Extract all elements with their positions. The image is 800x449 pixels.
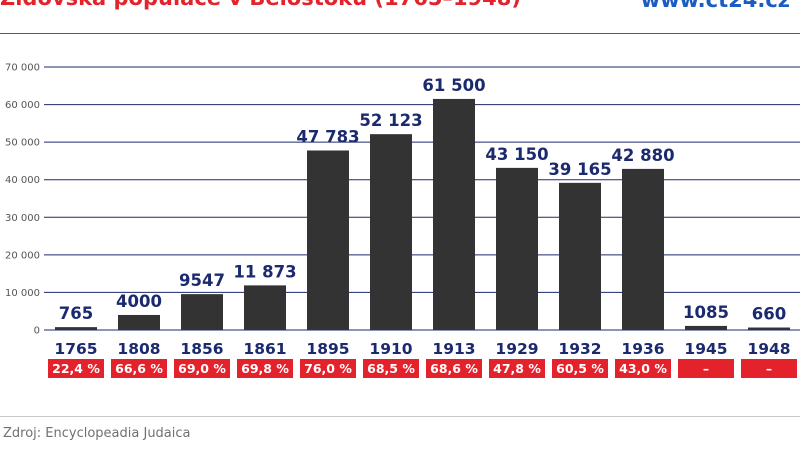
percent-badge xyxy=(678,359,734,378)
percent-badge xyxy=(363,359,419,378)
value-label: 1085 xyxy=(683,303,729,322)
percent-label: 22,4 % xyxy=(52,361,100,376)
category-label: 1945 xyxy=(684,340,727,358)
percent-label: 68,5 % xyxy=(367,361,415,376)
percent-badge xyxy=(300,359,356,378)
value-label: 47 783 xyxy=(296,127,359,146)
y-tick-label: 20 000 xyxy=(5,250,40,261)
category-label: 1936 xyxy=(621,340,664,358)
percent-badges: 22,4 % 66,6 % 69,0 % 69,8 % 76,0 % 68,5 % 68,6… xyxy=(48,359,797,378)
percent-label: 47,8 % xyxy=(493,361,541,376)
category-label: 1910 xyxy=(369,340,412,358)
category-label: 1856 xyxy=(180,340,223,358)
percent-badge xyxy=(552,359,608,378)
percent-label: 69,8 % xyxy=(241,361,289,376)
y-tick-label: 50 000 xyxy=(5,138,40,149)
chart-title: Židovská populace v Bělostoku (1765–1948… xyxy=(0,0,521,10)
bar xyxy=(496,167,538,330)
category-label: 1861 xyxy=(243,340,286,358)
bar xyxy=(622,168,664,330)
bar-chart: 0 10 000 20 000 30 000 40 000 50 000 60 000 70 … xyxy=(5,63,800,378)
percent-badge xyxy=(615,359,671,378)
category-labels: 1765 1808 1856 1861 1895 1910 1913 1929 1932 1936… xyxy=(54,340,790,358)
percent-label: – xyxy=(703,361,709,376)
category-label: 1913 xyxy=(432,340,475,358)
bar xyxy=(244,285,286,330)
category-label: 1929 xyxy=(495,340,538,358)
value-label: 660 xyxy=(752,305,786,324)
source-divider xyxy=(0,416,800,417)
category-label: 1895 xyxy=(306,340,349,358)
bar xyxy=(55,327,97,330)
value-label: 4000 xyxy=(116,292,162,311)
percent-label: 68,6 % xyxy=(430,361,478,376)
value-label: 61 500 xyxy=(422,76,485,95)
source-note: Zdroj: Encyclopeadia Judaica xyxy=(3,426,191,441)
percent-badge xyxy=(489,359,545,378)
y-tick-label: 30 000 xyxy=(5,213,40,224)
value-label: 11 873 xyxy=(233,262,296,281)
value-label: 39 165 xyxy=(548,160,611,179)
y-tick-label: 40 000 xyxy=(5,175,40,186)
y-tick-label: 70 000 xyxy=(5,63,40,74)
category-label: 1948 xyxy=(747,340,790,358)
value-label: 765 xyxy=(59,304,93,323)
y-tick-label: 0 xyxy=(34,326,40,337)
brand-link[interactable]: www.ct24.cz xyxy=(640,0,790,12)
percent-badge xyxy=(426,359,482,378)
value-label: 52 123 xyxy=(359,111,422,130)
bars xyxy=(55,98,790,330)
y-tick-label: 10 000 xyxy=(5,288,40,299)
y-tick-label: 60 000 xyxy=(5,100,40,111)
y-axis-ticks: 0 10 000 20 000 30 000 40 000 50 000 60 000 70 … xyxy=(5,63,40,337)
category-label: 1765 xyxy=(54,340,97,358)
percent-label: 43,0 % xyxy=(619,361,667,376)
percent-badge xyxy=(111,359,167,378)
bar xyxy=(307,150,349,330)
percent-label: 76,0 % xyxy=(304,361,352,376)
percent-label: 69,0 % xyxy=(178,361,226,376)
header: Židovská populace v Bělostoku (1765–1948… xyxy=(0,0,800,34)
category-label: 1932 xyxy=(558,340,601,358)
bar xyxy=(685,325,727,330)
bar xyxy=(433,98,475,330)
percent-label: 66,6 % xyxy=(115,361,163,376)
category-label: 1808 xyxy=(117,340,160,358)
bar xyxy=(118,314,160,330)
value-label: 42 880 xyxy=(611,146,674,165)
percent-badge xyxy=(48,359,104,378)
bar xyxy=(181,294,223,330)
percent-label: 60,5 % xyxy=(556,361,604,376)
value-label: 43 150 xyxy=(485,145,548,164)
bar xyxy=(559,182,601,330)
value-label: 9547 xyxy=(179,271,225,290)
bar xyxy=(370,134,412,330)
percent-badge xyxy=(174,359,230,378)
percent-label: – xyxy=(766,361,772,376)
percent-badge xyxy=(237,359,293,378)
gridlines xyxy=(44,66,800,331)
percent-badge xyxy=(741,359,797,378)
bar xyxy=(748,327,790,330)
header-divider xyxy=(0,33,800,34)
